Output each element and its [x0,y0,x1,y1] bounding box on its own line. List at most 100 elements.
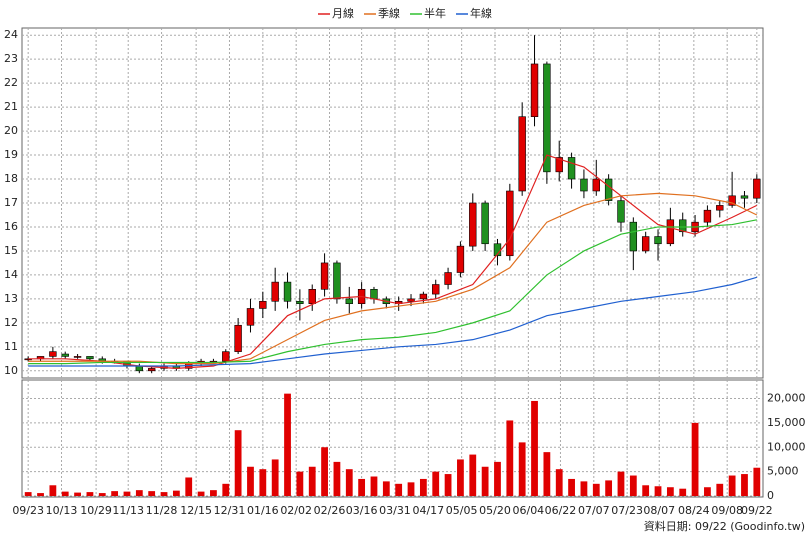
x-tick-label: 10/13 [46,504,78,517]
y-tick-label: 14 [4,268,18,281]
candle-body [345,298,353,304]
volume-bar [555,469,563,496]
candle-body [555,157,563,173]
volume-bar [704,487,711,496]
x-tick-label: 09/23 [12,504,44,517]
candle-body [296,300,304,304]
x-tick-label: 08/24 [678,504,710,517]
volume-bar [666,487,674,496]
candle-body [530,63,539,117]
volume-bar [370,476,378,496]
volume-bar [432,471,440,496]
y-tick-label: 24 [4,28,18,41]
candle-body [740,195,749,199]
candle-body [728,195,736,206]
legend-label: 半年 [424,6,446,20]
candle-body [753,178,761,199]
candle-body [49,351,57,357]
volume-bar [308,466,316,496]
y-tick-label: 18 [4,172,18,185]
candle-body [469,202,477,247]
x-tick-label: 11/28 [146,504,178,517]
candle-body [679,219,687,233]
candle-body [234,324,242,352]
volume-bar [172,490,180,496]
x-tick-label: 10/29 [80,504,112,517]
volume-bar [123,491,131,496]
candle-body [370,289,378,300]
volume-bar [592,483,600,496]
candle-body [308,289,316,304]
x-tick-label: 08/07 [643,504,675,517]
volume-bar [543,452,551,496]
volume-bar [469,454,477,496]
x-tick-label: 03/16 [346,504,378,517]
volume-bar [580,481,588,496]
volume-panel [21,379,764,498]
y-tick-label: 16 [4,220,18,233]
candle-body [320,262,329,290]
volume-bar [629,475,637,496]
volume-bar [494,461,501,496]
volume-bar [271,459,279,496]
volume-bar [37,493,44,496]
y-tick-label: 20 [4,124,18,137]
y-tick-label: 11 [4,340,18,353]
x-tick-label: 12/31 [214,504,246,517]
candle-body [456,245,465,273]
volume-bar [358,478,366,496]
candle-body [580,178,588,192]
volume-bar [382,481,390,496]
volume-bar [333,461,341,496]
x-tick-label: 02/26 [314,504,346,517]
volume-tick-label: 5,000 [767,465,799,478]
candle-body [407,298,415,302]
x-tick-label: 06/22 [545,504,577,517]
moving-average-line [28,219,757,365]
moving-average-line [28,154,758,370]
volume-bar [654,486,662,496]
volume-bar [691,422,699,496]
volume-bar [210,490,217,496]
volume-tick-label: 0 [767,489,774,502]
x-tick-label: 07/07 [578,504,610,517]
volume-bar [135,490,143,496]
volume-bar [247,466,254,496]
candle-body [506,190,514,257]
x-tick-label: 07/23 [611,504,643,517]
candle-body [629,221,638,252]
y-tick-label: 13 [4,292,18,305]
candle-body [592,178,600,192]
candle-body [283,281,292,302]
candle-body [518,116,526,192]
volume-bar [457,459,464,496]
legend-label: 年線 [470,6,492,20]
volume-bar [506,420,514,496]
volume-bar [741,474,748,496]
y-tick-label: 15 [4,244,18,257]
moving-average-line [28,276,757,367]
candle-body [666,219,675,245]
source-note: 資料日期: 09/22 (Goodinfo.tw) [644,519,805,533]
volume-bar [481,466,489,496]
candle-body [73,356,82,358]
candle-body [419,293,428,300]
x-tick-label: 02/02 [280,504,312,517]
volume-bar [605,480,613,496]
candle-body [333,262,341,300]
volume-bar [568,478,575,496]
candle-body [604,178,613,201]
candle-body [716,205,724,211]
x-tick-label: 06/04 [512,504,544,517]
y-tick-label: 19 [4,148,18,161]
volume-bar [642,485,650,496]
candle-body [703,209,712,223]
volume-bar [419,478,427,496]
candle-body [86,356,94,360]
candle-body [271,281,279,302]
volume-bar [444,474,452,496]
y-tick-label: 23 [4,52,18,65]
legend-label: 月線 [332,6,354,20]
x-tick-label: 05/20 [479,504,511,517]
candle-body [654,236,662,245]
